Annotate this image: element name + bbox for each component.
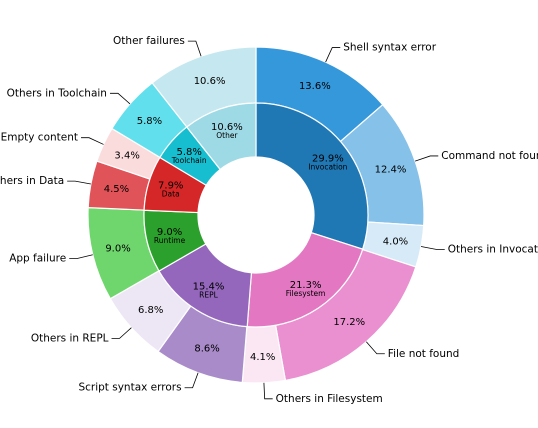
outer-percent-label: 10.6%	[194, 76, 226, 87]
inner-category-label: Other	[216, 131, 238, 140]
outer-percent-label: 5.8%	[137, 116, 162, 127]
leader-line	[366, 341, 385, 355]
outer-percent-label: 4.1%	[250, 352, 275, 363]
leader-line	[414, 155, 439, 162]
inner-category-label: Toolchain	[171, 156, 207, 165]
outer-percent-label: 17.2%	[333, 317, 365, 328]
category-label-others-in-invocation: Others in Invocation	[448, 243, 538, 255]
outer-percent-label: 8.6%	[194, 343, 219, 354]
leader-line	[420, 246, 445, 250]
inner-category-label: Invocation	[308, 163, 347, 172]
slice-filesystem	[246, 231, 364, 328]
category-label-script-syntax-errors: Script syntax errors	[78, 382, 181, 394]
outer-percent-label: 4.0%	[383, 237, 408, 248]
category-label-other-failures: Other failures	[113, 35, 185, 47]
category-label-others-in-repl: Others in REPL	[31, 332, 109, 344]
inner-percent-label: 15.4%	[193, 281, 225, 292]
outer-percent-labels: 13.6% 12.4% 4.0% 17.2% 4.1% 8.6% 6.8% 9.0% 4.5% 3…	[104, 76, 408, 363]
leader-line	[263, 382, 273, 400]
inner-category-label: Runtime	[154, 236, 186, 245]
inner-percent-label: 21.3%	[290, 280, 322, 291]
outer-percent-label: 9.0%	[105, 244, 130, 255]
inner-category-label: REPL	[199, 290, 218, 299]
outer-percent-label: 4.5%	[104, 184, 129, 195]
outer-percent-label: 13.6%	[299, 81, 331, 92]
leader-line	[325, 47, 341, 63]
category-label-shell-syntax-error: Shell syntax error	[343, 42, 436, 54]
category-label-app-failure: App failure	[9, 253, 66, 265]
leader-line	[81, 137, 104, 145]
outer-percent-label: 3.4%	[114, 150, 139, 161]
outer-percent-label: 12.4%	[375, 164, 407, 175]
category-label-others-in-toolchain: Others in Toolchain	[7, 87, 107, 99]
inner-percent-labels: 29.9%Invocation 21.3%Filesystem 15.4%REPL 9…	[154, 122, 348, 299]
inner-category-label: Data	[162, 189, 180, 198]
category-label-empty-content: Empty content	[1, 132, 78, 144]
inner-percent-label: 5.8%	[176, 147, 201, 158]
leader-line	[187, 40, 202, 57]
outer-percent-label: 6.8%	[138, 305, 163, 316]
category-label-others-in-filesystem: Others in Filesystem	[276, 393, 383, 405]
leader-lines	[67, 40, 445, 400]
inner-percent-label: 29.9%	[312, 154, 344, 165]
inner-ring	[143, 102, 369, 328]
inner-percent-label: 7.9%	[158, 180, 183, 191]
inner-percent-label: 9.0%	[157, 227, 182, 238]
category-label-file-not-found: File not found	[388, 348, 460, 360]
leader-line	[184, 372, 199, 389]
leader-line	[69, 254, 93, 259]
outer-ring	[87, 46, 425, 384]
category-labels: Shell syntax error Command not found Other…	[0, 35, 538, 405]
leader-line	[111, 327, 132, 339]
slice-other	[185, 102, 257, 171]
inner-category-label: Filesystem	[286, 289, 326, 298]
slice-invocation	[255, 102, 369, 250]
leader-line	[109, 92, 131, 105]
leader-line	[67, 180, 91, 185]
category-label-others-in-data: Others in Data	[0, 175, 64, 187]
category-label-command-not-found: Command not found	[441, 150, 538, 162]
inner-percent-label: 10.6%	[211, 122, 243, 133]
